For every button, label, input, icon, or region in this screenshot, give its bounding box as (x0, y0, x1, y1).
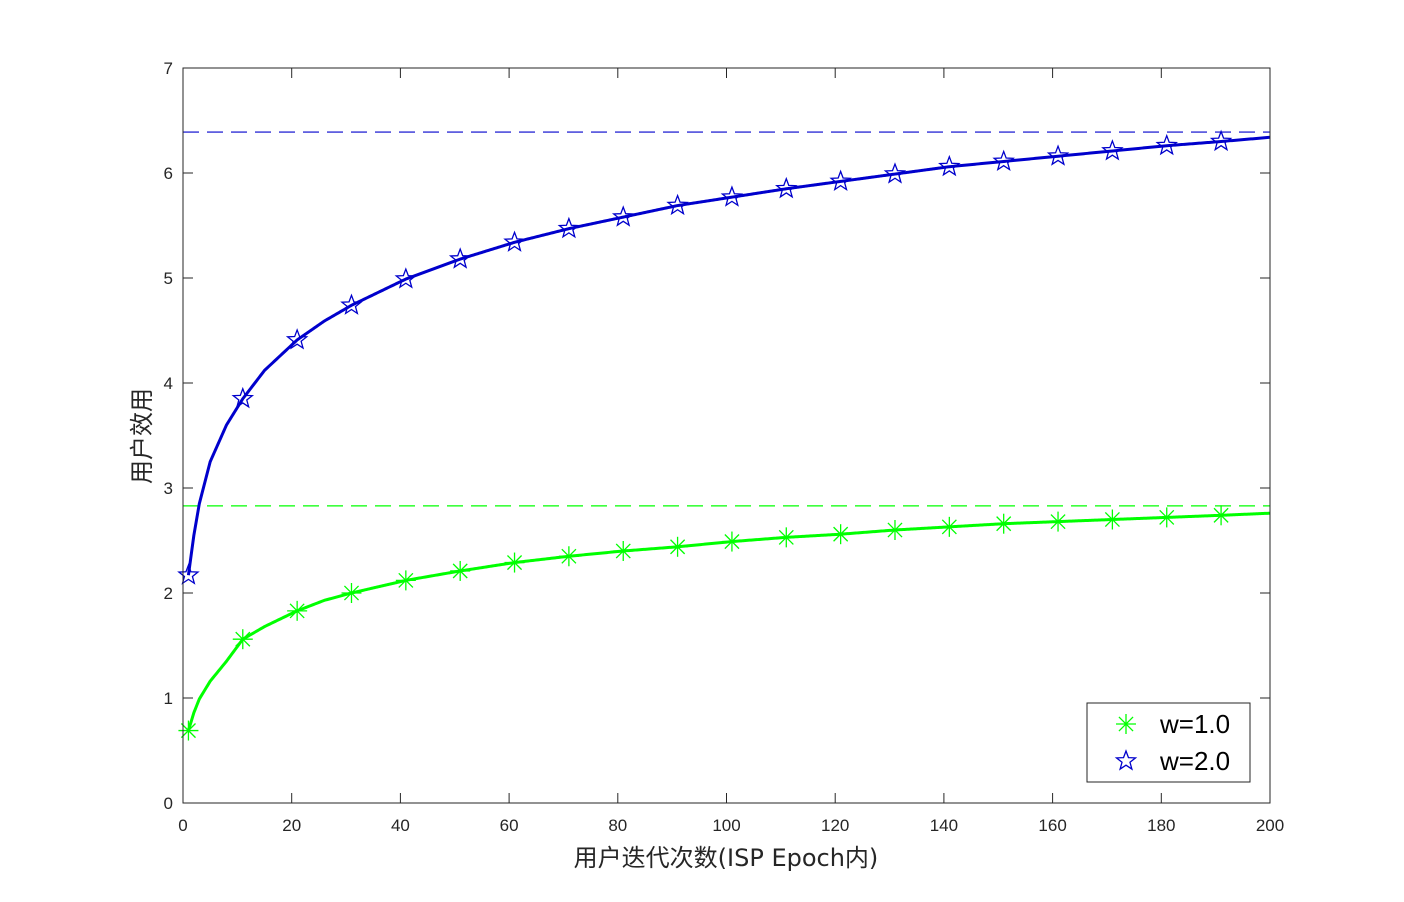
asterisk-marker (830, 524, 851, 545)
y-tick-label: 1 (164, 689, 173, 708)
asterisk-marker (1048, 511, 1069, 532)
asterisk-marker (178, 720, 199, 741)
asterisk-marker (776, 527, 797, 548)
asterisk-stroke (398, 572, 414, 588)
asterisk-marker (613, 541, 634, 561)
asterisk-stroke (615, 543, 631, 559)
asterisk-marker (395, 570, 416, 591)
star-marker (938, 154, 961, 177)
plot-area (183, 68, 1270, 803)
x-tick-label: 200 (1256, 816, 1284, 835)
x-axis-ticks: 0 20 40 60 80 100 120 140 160 180 200 (178, 68, 1284, 835)
x-tick-label: 40 (391, 816, 410, 835)
legend-label: w=1.0 (1159, 709, 1230, 739)
series-markers (177, 129, 1233, 741)
asymptote-lines (183, 131, 1270, 507)
asterisk-marker (721, 531, 742, 552)
asterisk-marker (667, 536, 688, 557)
x-tick-label: 120 (821, 816, 849, 835)
asterisk-stroke (507, 555, 523, 571)
asterisk-stroke (1213, 507, 1229, 523)
star-marker (1209, 129, 1233, 152)
star-marker (1046, 144, 1070, 166)
asterisk-stroke (561, 548, 577, 564)
asterisk-stroke (833, 526, 849, 542)
y-axis-ticks: 0 1 2 3 4 5 6 7 (164, 59, 1270, 813)
asterisk-marker (993, 513, 1014, 534)
x-tick-label: 20 (282, 816, 301, 835)
asterisk-marker (558, 546, 579, 567)
asterisk-marker (1116, 714, 1136, 734)
y-tick-label: 7 (164, 59, 173, 78)
asterisk-stroke (235, 631, 251, 647)
asterisk-stroke (1050, 514, 1066, 530)
asterisk-stroke (1118, 716, 1134, 732)
star-marker (1114, 749, 1138, 771)
asterisk-stroke (180, 723, 196, 739)
series-line (186, 135, 1271, 576)
star-marker (557, 216, 581, 239)
x-tick-label: 180 (1147, 816, 1175, 835)
asterisk-stroke (1104, 511, 1120, 528)
y-tick-label: 5 (164, 269, 173, 288)
star-marker (883, 162, 907, 184)
star-marker (775, 176, 798, 199)
asterisk-marker (450, 560, 471, 581)
asterisk-marker (939, 516, 960, 537)
asterisk-stroke (670, 539, 686, 555)
asterisk-stroke (996, 516, 1012, 532)
x-tick-label: 100 (712, 816, 740, 835)
star-marker (666, 193, 689, 216)
asterisk-marker (884, 520, 905, 540)
asterisk-stroke (343, 585, 360, 601)
y-tick-label: 0 (164, 794, 173, 813)
star-marker (829, 169, 852, 191)
asterisk-marker (287, 600, 308, 621)
star-marker (448, 247, 472, 269)
star-marker (1101, 139, 1124, 161)
legend: w=1.0 w=2.0 (1086, 702, 1251, 783)
x-tick-label: 160 (1038, 816, 1066, 835)
star-marker (394, 267, 418, 289)
star-marker (720, 185, 744, 207)
y-tick-label: 2 (164, 584, 173, 603)
x-tick-label: 140 (930, 816, 958, 835)
star-marker (285, 328, 309, 350)
asterisk-marker (232, 629, 253, 650)
legend-box (1086, 702, 1251, 783)
asterisk-marker (504, 552, 525, 573)
star-marker (340, 293, 363, 315)
asterisk-stroke (724, 534, 740, 550)
star-marker (611, 205, 635, 227)
asterisk-marker (341, 583, 362, 603)
asterisk-marker (1211, 505, 1232, 526)
x-axis-label: 用户迭代次数(ISP Epoch内) (574, 844, 879, 872)
asterisk-stroke (941, 519, 957, 535)
asterisk-stroke (887, 522, 903, 538)
x-tick-label: 80 (608, 816, 627, 835)
asterisk-marker (1102, 509, 1123, 530)
asterisk-stroke (1159, 509, 1175, 525)
asterisk-stroke (778, 529, 794, 545)
y-tick-label: 4 (164, 374, 173, 393)
star-marker (992, 149, 1015, 172)
star-marker (231, 386, 255, 409)
star-marker (1155, 133, 1179, 156)
star-marker (177, 563, 200, 585)
asterisk-marker (1156, 507, 1177, 528)
x-tick-label: 0 (178, 816, 187, 835)
legend-label: w=2.0 (1159, 746, 1230, 776)
asterisk-stroke (289, 603, 305, 619)
y-axis-label: 用户效用 (128, 388, 156, 484)
asterisk-stroke (452, 563, 468, 579)
y-tick-label: 6 (164, 164, 173, 183)
y-tick-label: 3 (164, 479, 173, 498)
x-tick-label: 60 (500, 816, 519, 835)
star-marker (503, 230, 526, 252)
